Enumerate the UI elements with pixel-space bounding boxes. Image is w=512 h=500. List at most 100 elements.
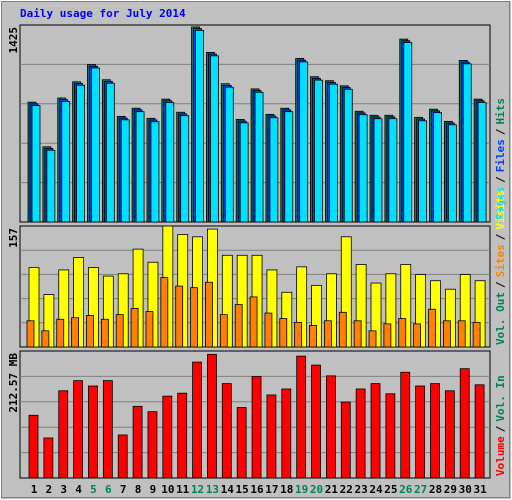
bar xyxy=(86,315,94,348)
x-tick-label: 1 xyxy=(31,483,38,496)
x-tick-label: 22 xyxy=(340,483,353,496)
legend-separator: / xyxy=(494,233,507,240)
bar xyxy=(430,383,440,479)
bar xyxy=(102,380,113,479)
bar xyxy=(325,375,336,479)
bar xyxy=(343,88,353,223)
bar xyxy=(88,385,98,479)
bar xyxy=(26,320,35,348)
legend: Vol. Out / Sites / Visits xyxy=(494,190,507,345)
bar xyxy=(115,314,124,348)
bar xyxy=(58,390,69,479)
bar xyxy=(472,321,481,348)
x-tick-label: 11 xyxy=(176,483,190,496)
legend-entry: Visits xyxy=(494,190,507,230)
x-tick-label: 23 xyxy=(355,483,368,496)
bar xyxy=(224,86,234,223)
bar xyxy=(236,407,247,479)
bar xyxy=(477,102,487,223)
bar xyxy=(165,102,175,223)
bar xyxy=(190,287,198,348)
x-tick-label: 20 xyxy=(310,483,323,496)
x-tick-label: 25 xyxy=(384,483,397,496)
bar xyxy=(462,63,472,223)
legend-entry: Hits xyxy=(494,98,507,125)
x-tick-label: 4 xyxy=(75,483,82,496)
legend-entry: Pages xyxy=(494,187,507,220)
x-tick-label: 19 xyxy=(295,483,308,496)
bar xyxy=(219,314,228,348)
bar xyxy=(264,312,273,348)
x-tick-label: 27 xyxy=(414,483,427,496)
x-tick-label: 31 xyxy=(473,483,487,496)
bar xyxy=(403,42,413,223)
bar xyxy=(251,376,262,479)
bar xyxy=(192,361,202,479)
legend-entry: Vol. In xyxy=(494,375,507,421)
bar xyxy=(28,414,39,479)
bar xyxy=(373,118,383,223)
bar xyxy=(207,353,217,479)
bar xyxy=(398,318,407,348)
y-tick-label: 212.57 MB xyxy=(7,353,20,413)
bar xyxy=(415,385,426,479)
x-tick-label: 26 xyxy=(399,483,413,496)
bar xyxy=(73,380,84,479)
bar xyxy=(433,112,442,223)
bar xyxy=(311,364,321,479)
bar xyxy=(91,67,100,223)
bar xyxy=(368,330,377,348)
bar xyxy=(234,304,243,348)
x-tick-label: 14 xyxy=(221,483,235,496)
bar xyxy=(132,405,143,479)
bar xyxy=(120,119,130,223)
bar xyxy=(444,390,455,479)
bar xyxy=(447,124,457,223)
bar xyxy=(162,395,173,479)
bar xyxy=(130,308,139,348)
bar xyxy=(175,285,184,348)
legend-entry: Files xyxy=(494,139,507,172)
x-tick-label: 15 xyxy=(236,483,249,496)
legend-entry: Volume xyxy=(494,436,507,476)
bar xyxy=(442,320,451,348)
bar xyxy=(353,320,362,348)
bar xyxy=(105,82,115,223)
x-tick-label: 2 xyxy=(46,483,53,496)
legend-separator: / xyxy=(494,176,507,183)
y-tick-label: 1425 xyxy=(7,27,20,54)
x-tick-label: 29 xyxy=(444,483,457,496)
bar xyxy=(180,115,190,223)
x-tick-label: 9 xyxy=(150,483,157,496)
bar xyxy=(254,91,264,223)
x-tick-label: 17 xyxy=(265,483,278,496)
bar xyxy=(323,320,332,348)
x-tick-label: 6 xyxy=(105,483,112,496)
bar xyxy=(56,318,65,348)
x-tick-label: 7 xyxy=(120,483,127,496)
bar xyxy=(400,371,411,479)
bar xyxy=(135,111,145,223)
bar xyxy=(296,355,307,479)
bar xyxy=(117,434,128,479)
bar xyxy=(76,84,86,223)
x-tick-label: 16 xyxy=(250,483,264,496)
x-tick-label: 5 xyxy=(90,483,97,496)
bar xyxy=(338,311,347,348)
bar xyxy=(413,323,422,348)
bar xyxy=(249,296,258,348)
chart-title: Daily usage for July 2014 xyxy=(20,7,186,20)
bar xyxy=(385,393,396,479)
bar xyxy=(309,325,317,348)
bar xyxy=(388,118,398,223)
bar xyxy=(459,368,470,479)
bar xyxy=(71,317,80,348)
bar xyxy=(100,318,109,348)
x-tick-label: 30 xyxy=(459,483,472,496)
bar xyxy=(457,320,466,348)
bar xyxy=(147,411,158,479)
bar xyxy=(46,149,56,223)
bar xyxy=(269,117,279,223)
legend: Pages / Files / Hits xyxy=(494,98,507,220)
bar xyxy=(195,29,204,223)
